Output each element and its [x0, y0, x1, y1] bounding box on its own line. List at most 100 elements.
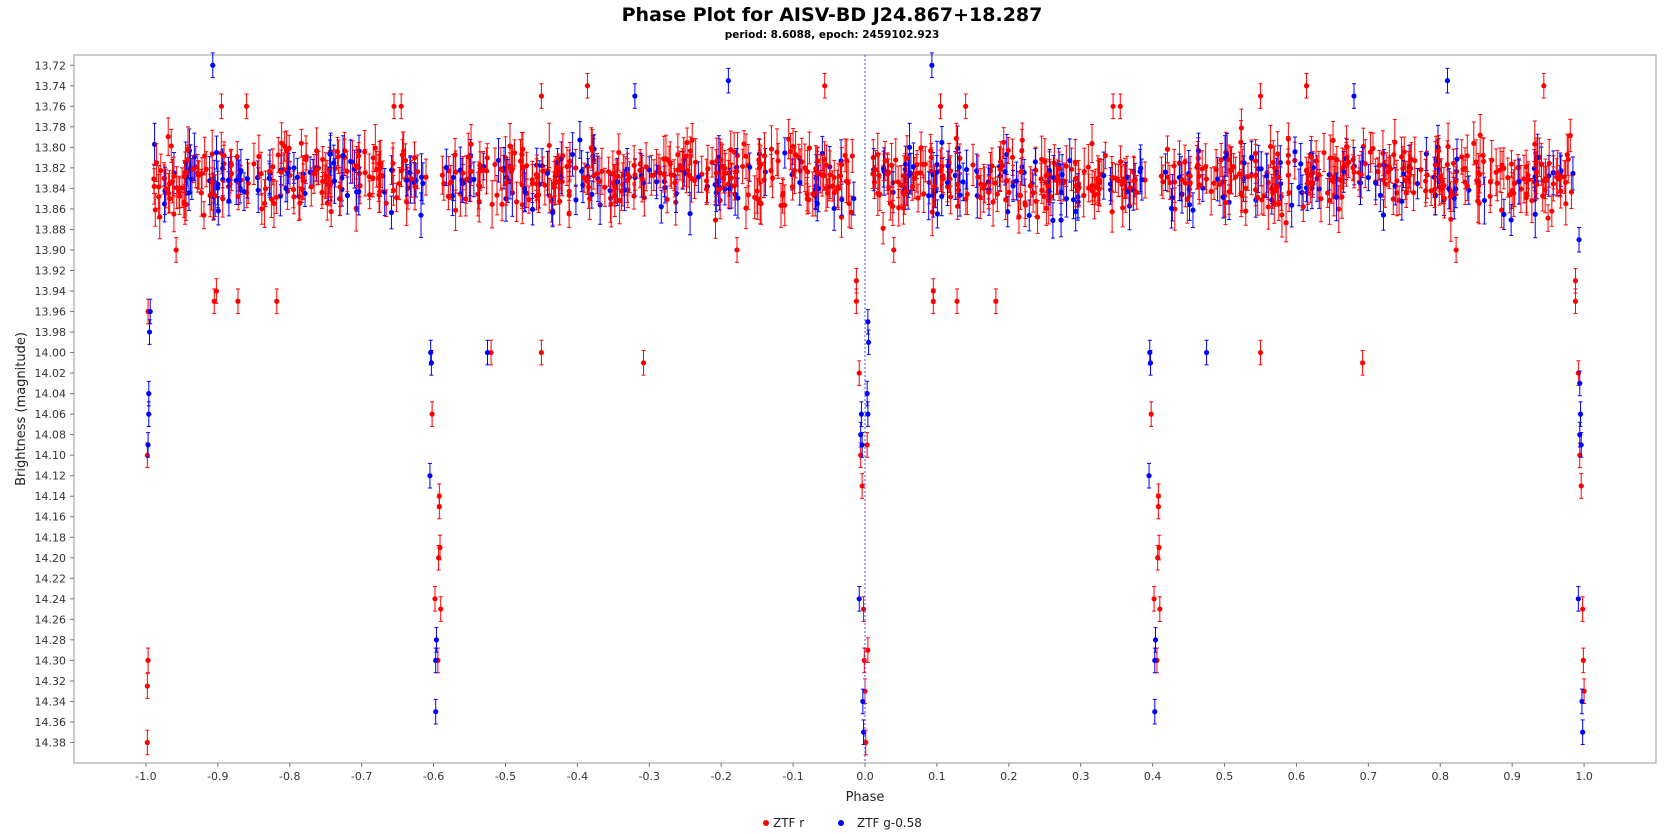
- data-point: [880, 225, 886, 231]
- data-point: [1013, 178, 1020, 184]
- data-point: [1283, 220, 1289, 226]
- data-point: [539, 163, 545, 169]
- data-point: [370, 175, 376, 181]
- ztf-r-baseline-point: [896, 188, 902, 227]
- data-point: [921, 191, 927, 197]
- data-point: [1199, 166, 1205, 172]
- data-point: [1448, 216, 1454, 222]
- data-point: [196, 172, 202, 178]
- data-point: [1127, 185, 1133, 191]
- data-point: [1043, 205, 1049, 211]
- data-point: [741, 141, 747, 147]
- data-point: [658, 204, 664, 210]
- data-point: [1042, 158, 1048, 165]
- data-point: [1109, 209, 1115, 215]
- data-point: [639, 176, 645, 182]
- data-point: [687, 210, 693, 217]
- data-point: [573, 165, 579, 171]
- data-point: [934, 211, 941, 217]
- data-point: [1215, 176, 1221, 182]
- data-point: [713, 170, 719, 176]
- data-point: [176, 189, 182, 195]
- data-point: [492, 161, 498, 167]
- data-point: [1059, 171, 1065, 178]
- data-point: [1171, 163, 1177, 169]
- data-point: [849, 153, 855, 159]
- data-point: [452, 152, 458, 158]
- y-tick-label: 14.08: [35, 429, 67, 442]
- ztf-g-baseline-point: [1380, 199, 1387, 231]
- data-point: [743, 205, 749, 211]
- data-point: [356, 171, 363, 177]
- y-tick-label: 14.16: [35, 511, 67, 524]
- data-point: [570, 151, 576, 158]
- data-point: [1399, 198, 1405, 204]
- ztf-r-baseline-point: [1118, 145, 1124, 178]
- data-point: [1497, 167, 1503, 173]
- data-point: [258, 171, 264, 177]
- data-point: [1238, 139, 1244, 145]
- ztf-r-baseline-point: [291, 179, 297, 215]
- data-point: [1073, 208, 1079, 215]
- ztf-g-baseline-point: [1365, 163, 1371, 192]
- data-point: [664, 196, 670, 203]
- data-point: [791, 167, 798, 174]
- data-point: [1032, 159, 1038, 165]
- ztf-g-baseline-point: [589, 180, 595, 209]
- ztf-r-baseline-point: [258, 151, 264, 196]
- data-point: [1211, 180, 1217, 186]
- data-point: [797, 179, 803, 186]
- data-point: [335, 154, 341, 160]
- data-point: [928, 148, 934, 154]
- data-point: [1338, 177, 1344, 183]
- data-point: [588, 145, 594, 151]
- data-point: [709, 159, 715, 165]
- y-tick-label: 13.80: [35, 141, 67, 154]
- ztf-r-baseline-point: [1499, 192, 1505, 229]
- data-point: [1050, 217, 1056, 224]
- data-point: [1184, 196, 1190, 203]
- data-point: [662, 185, 668, 191]
- ztf-r-baseline-point: [743, 133, 749, 180]
- data-point: [1045, 183, 1051, 189]
- data-point: [1377, 192, 1383, 198]
- ztf-g-baseline-point: [1341, 151, 1347, 193]
- data-point: [819, 172, 825, 178]
- data-point: [169, 178, 176, 184]
- y-tick-label: 14.04: [35, 388, 67, 401]
- data-point: [1091, 192, 1097, 198]
- ztf-r-baseline-point: [439, 155, 445, 195]
- data-point: [463, 196, 469, 202]
- ztf-r-baseline-point: [398, 154, 405, 188]
- data-point: [929, 209, 935, 215]
- data-point: [687, 148, 693, 154]
- ztf-g-baseline-point: [1032, 148, 1038, 176]
- ztf-r-baseline-point: [616, 133, 622, 172]
- y-tick-label: 13.96: [35, 306, 67, 319]
- data-point: [213, 149, 220, 156]
- ztf-r-baseline-point: [423, 158, 429, 196]
- ztf-g-baseline-point: [1508, 203, 1514, 236]
- data-point: [608, 201, 614, 207]
- data-point: [489, 201, 495, 207]
- data-point: [1512, 180, 1518, 186]
- data-point: [1285, 172, 1291, 178]
- data-point: [1321, 149, 1327, 156]
- data-point: [963, 166, 970, 173]
- ztf-g-baseline-point: [839, 183, 845, 216]
- data-point: [1308, 154, 1314, 160]
- x-tick-label: -0.9: [207, 770, 228, 783]
- data-point: [846, 200, 852, 207]
- data-point: [1489, 157, 1495, 163]
- data-point: [947, 176, 953, 182]
- data-point: [186, 190, 192, 196]
- ztf-r-baseline-point: [990, 177, 996, 227]
- data-point: [519, 182, 525, 188]
- ztf-g-baseline-point: [797, 159, 803, 206]
- ztf-g-baseline-point: [1399, 182, 1405, 221]
- ztf-g-baseline-point: [957, 173, 963, 217]
- data-point: [775, 158, 781, 164]
- data-point: [179, 185, 185, 191]
- data-point: [311, 171, 317, 177]
- ztf-r-baseline-point: [228, 148, 234, 178]
